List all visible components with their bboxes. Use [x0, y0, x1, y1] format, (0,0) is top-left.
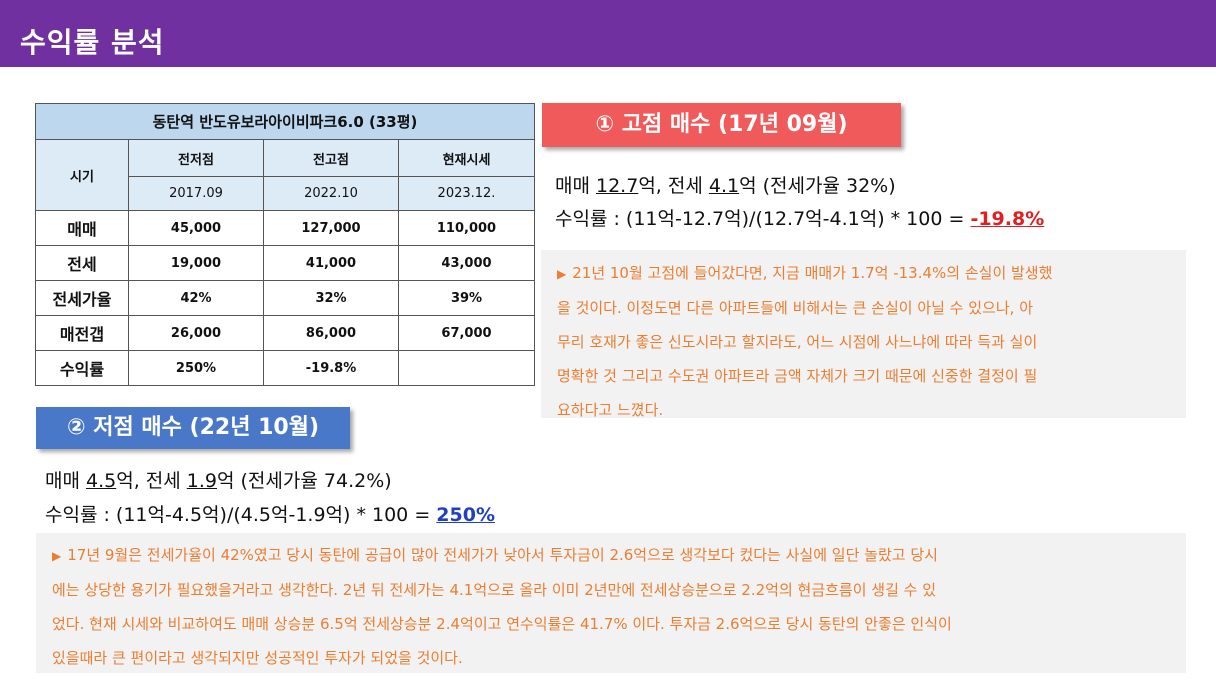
- low-buy-note: ▶ 17년 9월은 전세가율이 42%였고 당시 동탄에 공급이 많아 전세가가 …: [36, 533, 1186, 673]
- row-label: 수익률: [35, 350, 129, 386]
- table-cell: 41,000: [263, 245, 399, 281]
- text-segment: 매매: [555, 175, 596, 197]
- high-buy-return-line: 수익률 : (11억-12.7억)/(12.7억-4.1억) * 100 = -…: [555, 207, 1044, 231]
- note-line: 을 것이다. 이정도면 다른 아파트들에 비해서는 큰 손실이 아닐 수 있으나…: [557, 299, 1033, 317]
- price-table: 동탄역 반도유보라아이비파크6.0 (33평) 시기 전저점 전고점 현재시세 …: [35, 103, 535, 386]
- sale-price: 4.5: [86, 470, 117, 492]
- note-text: 17년 9월은 전세가율이 42%였고 당시 동탄에 공급이 많아 전세가가 낮…: [67, 546, 938, 564]
- text-segment: 억, 전세: [638, 175, 709, 197]
- table-cell: 26,000: [128, 315, 264, 351]
- text-segment: 억 (전세가율 74.2%): [217, 470, 392, 492]
- text-segment: 억 (전세가율 32%): [739, 175, 896, 197]
- high-buy-note: ▶ 21년 10월 고점에 들어갔다면, 지금 매매가 1.7억 -13.4%의 …: [541, 250, 1186, 419]
- table-cell: 39%: [398, 280, 535, 316]
- column-date: 2017.09: [128, 176, 264, 211]
- table-cell: 250%: [128, 350, 264, 386]
- note-line: 요하다고 느꼈다.: [557, 401, 664, 419]
- low-buy-return-line: 수익률 : (11억-4.5억)/(4.5억-1.9억) * 100 = 250…: [45, 503, 495, 527]
- column-date: 2023.12.: [398, 176, 535, 211]
- return-result: -19.8%: [970, 208, 1045, 230]
- low-buy-badge: ② 저점 매수 (22년 10월): [36, 407, 350, 449]
- triangle-icon: ▶: [557, 267, 567, 281]
- column-header: 전저점: [128, 139, 264, 177]
- page-title: 수익률 분석: [20, 26, 165, 59]
- row-label: 매전갭: [35, 315, 129, 351]
- table-row: 매매 45,000 127,000 110,000: [35, 210, 535, 246]
- jeonse-price: 4.1: [708, 175, 740, 197]
- return-formula: 수익률 : (11억-12.7억)/(12.7억-4.1억) * 100 =: [555, 208, 971, 230]
- table-row: 매전갭 26,000 86,000 67,000: [35, 315, 535, 351]
- row-label: 매매: [35, 210, 129, 246]
- note-line: ▶ 17년 9월은 전세가율이 42%였고 당시 동탄에 공급이 많아 전세가가 …: [52, 538, 1170, 573]
- table-cell: 19,000: [128, 245, 264, 281]
- note-text: 21년 10월 고점에 들어갔다면, 지금 매매가 1.7억 -13.4%의 손…: [572, 264, 1053, 282]
- header-bar: 수익률 분석: [0, 0, 1216, 67]
- return-result: 250%: [436, 504, 495, 526]
- row-label: 전세가율: [35, 280, 129, 316]
- text-segment: 매매: [45, 470, 86, 492]
- note-line: 있을때라 큰 편이라고 생각되지만 성공적인 투자가 되었을 것이다.: [52, 649, 463, 667]
- column-date: 2022.10: [263, 176, 399, 211]
- period-label: 시기: [35, 139, 129, 211]
- table-cell: [398, 350, 535, 386]
- table-row: 전세가율 42% 32% 39%: [35, 280, 535, 316]
- table-title: 동탄역 반도유보라아이비파크6.0 (33평): [35, 103, 535, 140]
- table-row: 수익률 250% -19.8%: [35, 350, 535, 386]
- table-cell: 42%: [128, 280, 264, 316]
- note-line: 명확한 것 그리고 수도권 아파트라 금액 자체가 크기 때문에 신중한 결정이…: [557, 367, 1038, 385]
- table-cell: 86,000: [263, 315, 399, 351]
- note-line: 에는 상당한 용기가 필요했을거라고 생각한다. 2년 뒤 전세가는 4.1억으…: [52, 581, 937, 599]
- table-cell: 45,000: [128, 210, 264, 246]
- table-cell: 110,000: [398, 210, 535, 246]
- note-line: 무리 호재가 좋은 신도시라고 할지라도, 어느 시점에 사느냐에 따라 득과 …: [557, 333, 1038, 351]
- high-buy-badge: ① 고점 매수 (17년 09월): [542, 103, 901, 147]
- sale-price: 12.7: [596, 175, 639, 197]
- row-label: 전세: [35, 245, 129, 281]
- return-formula: 수익률 : (11억-4.5억)/(4.5억-1.9억) * 100 =: [45, 504, 437, 526]
- table-cell: 127,000: [263, 210, 399, 246]
- triangle-icon: ▶: [52, 549, 62, 563]
- column-header: 전고점: [263, 139, 399, 177]
- table-cell: 67,000: [398, 315, 535, 351]
- table-row: 전세 19,000 41,000 43,000: [35, 245, 535, 281]
- table-cell: 32%: [263, 280, 399, 316]
- note-line: 었다. 현재 시세와 비교하여도 매매 상승분 6.5억 전세상승분 2.4억이…: [52, 615, 952, 633]
- high-buy-price-line: 매매 12.7억, 전세 4.1억 (전세가율 32%): [555, 174, 896, 198]
- low-buy-price-line: 매매 4.5억, 전세 1.9억 (전세가율 74.2%): [45, 469, 392, 493]
- table-cell: -19.8%: [263, 350, 399, 386]
- text-segment: 억, 전세: [116, 470, 187, 492]
- jeonse-price: 1.9: [186, 470, 217, 492]
- note-line: ▶ 21년 10월 고점에 들어갔다면, 지금 매매가 1.7억 -13.4%의 …: [557, 256, 1170, 291]
- column-header: 현재시세: [398, 139, 535, 177]
- table-cell: 43,000: [398, 245, 535, 281]
